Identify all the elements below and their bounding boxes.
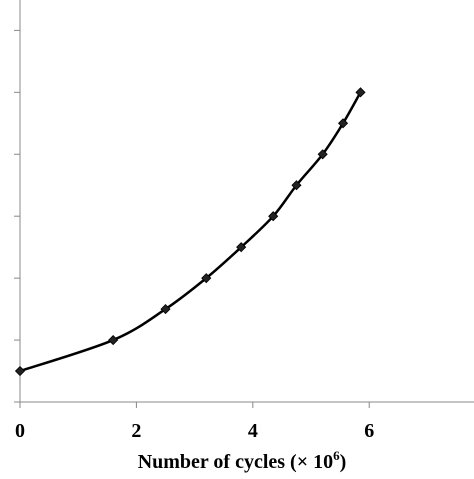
x-tick-label: 4 [248,420,258,442]
x-axis-label-main: Number of cycles (× 10 [138,451,333,473]
data-point-marker [201,273,212,284]
data-point-marker [236,242,247,253]
data-point-marker [160,304,171,315]
data-point-marker [14,365,26,377]
series-group [14,87,366,377]
data-point-marker [268,211,279,222]
x-tick-label: 0 [15,420,25,442]
series-line [19,91,362,373]
x-axis-label-superscript: 6 [333,448,340,463]
data-point-marker [355,87,366,98]
x-tick-label: 2 [131,420,141,442]
x-axis-label: Number of cycles (× 106) [138,448,347,473]
axes-group [19,0,474,403]
data-point-marker [291,180,302,191]
data-point-marker [317,149,328,160]
x-tick-label: 6 [364,420,374,442]
ticks-group: 0 2 4 6 [14,29,374,442]
data-point-marker [337,118,349,129]
x-axis-label-close: ) [340,451,347,473]
data-point-marker [108,334,119,346]
